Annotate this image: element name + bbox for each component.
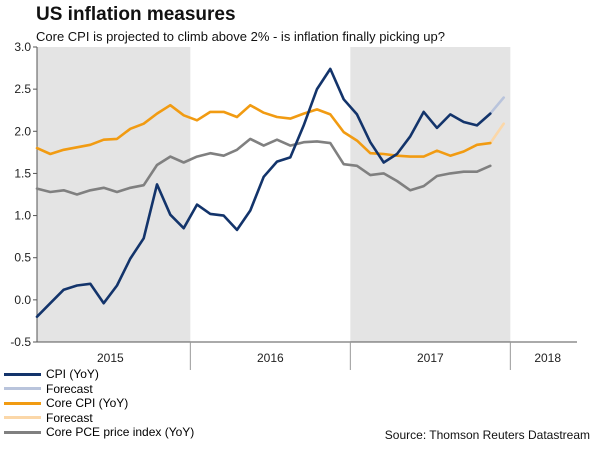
shaded-period	[37, 47, 191, 342]
legend-swatch	[4, 401, 41, 405]
y-tick-label: 3.0	[14, 40, 31, 54]
x-axis: 2015 2016 2017 2018	[37, 341, 577, 370]
y-tick-label: -0.5	[10, 335, 31, 349]
legend-swatch	[4, 387, 41, 391]
shaded-periods	[37, 47, 511, 342]
legend-label: Core PCE price index (YoY)	[46, 425, 195, 439]
series-line-core-cpi-yoy	[35, 103, 492, 158]
series-line-core-pce-price-index-yoy	[35, 137, 492, 196]
series-line-cpi-yoy	[35, 67, 492, 319]
shaded-period	[350, 47, 511, 342]
legend-label: CPI (YoY)	[46, 367, 99, 381]
y-tick-label: 2.5	[14, 82, 31, 96]
y-tick-label: 2.0	[14, 124, 31, 138]
chart-title: US inflation measures	[36, 4, 236, 25]
series-line-core-cpi-forecast	[488, 122, 506, 145]
legend-swatch	[4, 372, 41, 376]
legend-item-core-cpi-forecast: Forecast	[4, 411, 194, 426]
legend-item-cpi: CPI (YoY)	[4, 367, 194, 382]
legend-swatch	[4, 416, 41, 420]
legend-label: Forecast	[46, 381, 93, 396]
legend-label: Forecast	[46, 410, 93, 425]
series-lines	[35, 67, 506, 319]
legend-item-core-cpi: Core CPI (YoY)	[4, 396, 194, 411]
y-tick-label: 0.0	[14, 293, 31, 307]
x-tick-label: 2017	[417, 351, 444, 365]
y-tick-label: 0.5	[14, 251, 31, 265]
series-line-cpi-forecast	[488, 96, 506, 115]
x-tick-label: 2016	[257, 351, 284, 365]
legend-item-core-pce: Core PCE price index (YoY)	[4, 425, 194, 440]
y-tick-label: 1.5	[14, 166, 31, 180]
x-tick-label: 2018	[534, 351, 561, 365]
source-note: Source: Thomson Reuters Datastream	[384, 428, 590, 442]
y-tick-label: 1.0	[14, 209, 31, 223]
chart-subtitle: Core CPI is projected to climb above 2% …	[36, 29, 445, 44]
x-tick-label: 2015	[97, 351, 124, 365]
legend: CPI (YoY) Forecast Core CPI (YoY) Foreca…	[4, 367, 194, 440]
legend-label: Core CPI (YoY)	[46, 396, 129, 410]
legend-item-cpi-forecast: Forecast	[4, 382, 194, 397]
y-axis: -0.5 0.0 0.5 1.0 1.5 2.0 2.5 3.0	[10, 40, 38, 349]
legend-swatch	[4, 430, 41, 434]
